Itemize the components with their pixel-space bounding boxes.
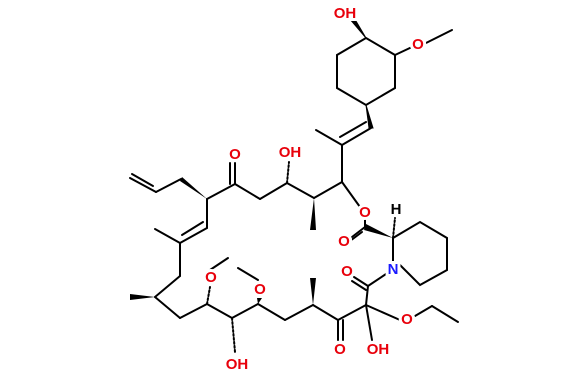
- atom-label: N: [388, 261, 399, 278]
- bond: [237, 267, 259, 281]
- atom-label: O: [401, 311, 413, 328]
- bond: [365, 304, 373, 341]
- atom-label: H: [391, 201, 402, 218]
- atom-label: O: [359, 204, 371, 221]
- hash-bond: [286, 161, 290, 184]
- bond: [257, 303, 286, 321]
- bond: [206, 303, 233, 319]
- wedge-bond: [130, 294, 155, 300]
- bond: [394, 46, 413, 56]
- wedge-bond: [365, 104, 374, 129]
- bond: [181, 221, 204, 236]
- atom-label: O: [341, 263, 353, 280]
- wedge-bond: [348, 15, 367, 39]
- ring-bond: [392, 220, 448, 287]
- bond: [351, 226, 366, 238]
- hash-bond: [231, 317, 236, 353]
- bond: [179, 303, 208, 319]
- ring-bond: [336, 37, 396, 107]
- bond: [353, 276, 369, 287]
- wedge-bond: [310, 278, 316, 305]
- bond: [423, 29, 453, 45]
- bond: [313, 181, 343, 199]
- bond: [259, 182, 288, 200]
- wedge-bond: [257, 298, 262, 304]
- bond: [337, 304, 367, 321]
- bond: [286, 182, 315, 199]
- bond: [365, 304, 401, 321]
- atom-label: O: [412, 36, 424, 53]
- bond: [349, 231, 363, 242]
- bond: [206, 183, 236, 200]
- bond: [209, 257, 229, 271]
- atom-label: OH: [279, 144, 302, 161]
- bond: [131, 173, 154, 187]
- bond: [367, 273, 387, 287]
- hash-bond: [206, 286, 211, 305]
- bond: [312, 304, 339, 321]
- bond: [154, 228, 181, 244]
- hash-bond: [392, 217, 396, 239]
- bonds: [129, 15, 459, 353]
- bond: [154, 275, 181, 298]
- atom-label: OH: [367, 341, 390, 358]
- bond: [414, 305, 433, 317]
- wedge-bond: [364, 224, 393, 238]
- bond: [129, 177, 157, 193]
- bond: [365, 285, 369, 306]
- wedge-bond: [310, 198, 316, 230]
- atom-label: O: [229, 146, 241, 163]
- atom-label: OH: [226, 356, 249, 373]
- bond: [284, 304, 314, 321]
- atom-label: OH: [334, 5, 357, 22]
- atom-label: O: [254, 281, 266, 298]
- bond: [315, 129, 343, 146]
- bond: [231, 303, 259, 319]
- bond: [339, 121, 367, 138]
- bond: [155, 178, 182, 193]
- atom-label: O: [334, 341, 346, 358]
- bond: [431, 305, 459, 323]
- bond: [179, 227, 208, 244]
- bond: [351, 280, 367, 291]
- atom-label: O: [205, 269, 217, 286]
- bond: [154, 296, 181, 319]
- bond: [234, 183, 261, 200]
- wedge-bond: [180, 177, 207, 199]
- bond: [341, 127, 372, 146]
- bond: [341, 181, 361, 208]
- atom-label: O: [338, 233, 350, 250]
